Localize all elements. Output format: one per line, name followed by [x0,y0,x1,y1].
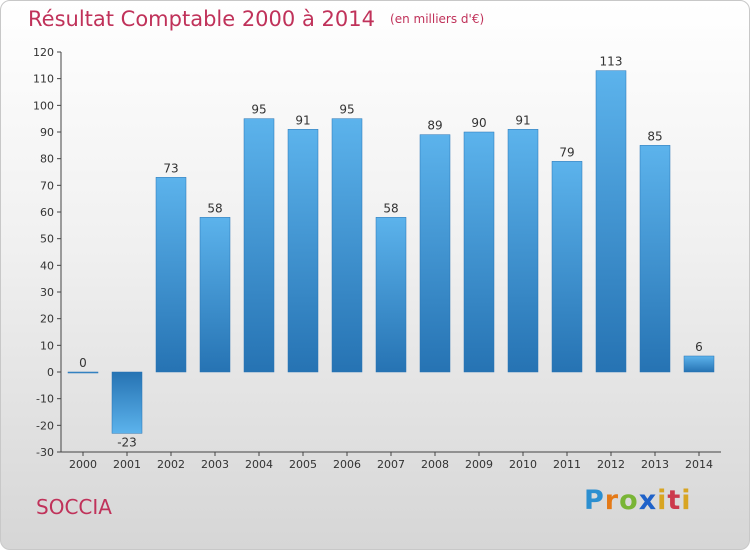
bar [155,177,187,373]
bar [331,118,363,373]
x-tick-label: 2006 [333,458,361,471]
bar [287,129,319,373]
x-tick-label: 2000 [69,458,97,471]
bar [683,355,715,373]
bar [639,145,671,373]
bar [67,371,99,374]
y-tick-label: 30 [40,286,54,299]
x-tick-label: 2003 [201,458,229,471]
y-tick-label: -20 [36,419,54,432]
y-tick-label: -30 [36,446,54,459]
logo-letter: o [619,485,639,516]
bars [67,70,715,434]
x-tick-label: 2002 [157,458,185,471]
value-label: 113 [600,55,623,69]
value-label: -23 [117,435,137,449]
y-tick-label: 100 [33,99,54,112]
y-tick-label: 80 [40,153,54,166]
bar [243,118,275,373]
y-tick-label: 50 [40,233,54,246]
value-label: 0 [79,356,87,370]
value-label: 6 [695,340,703,354]
chart-title-block: Résultat Comptable 2000 à 2014 (en milli… [28,7,484,31]
logo-letter: x [638,485,658,516]
y-tick-label: 70 [40,179,54,192]
value-label: 85 [647,129,662,143]
logo-letter: r [604,485,620,516]
x-tick-label: 2010 [509,458,537,471]
value-label: 91 [295,113,310,127]
unit-note: (en milliers d'€) [390,12,485,26]
value-label: 73 [163,161,178,175]
x-tick-label: 2007 [377,458,405,471]
logo-letter: t [667,485,682,516]
y-tick-label: 90 [40,126,54,139]
logo-letter: P [584,485,605,516]
value-labels: 0 -23 73 58 95 91 95 58 89 90 91 79 113 85 6 [79,55,703,450]
value-label: 91 [515,113,530,127]
y-tick-label: 10 [40,339,54,352]
y-tick-label: 60 [40,206,54,219]
value-label: 79 [559,145,574,159]
y-tick-label: 0 [47,366,54,379]
bar [199,217,231,373]
x-tick-label: 2004 [245,458,273,471]
x-tick-label: 2012 [597,458,625,471]
value-label: 58 [207,201,222,215]
x-tick-label: 2005 [289,458,317,471]
y-tick-label: 40 [40,259,54,272]
x-tick-label: 2014 [685,458,713,471]
bar [375,217,407,373]
bar [551,161,583,373]
x-tick-label: 2009 [465,458,493,471]
bar [419,134,451,373]
x-tick-label: 2008 [421,458,449,471]
value-label: 95 [251,103,266,117]
x-tick-label: 2013 [641,458,669,471]
bar [595,70,627,373]
y-tick-label: 120 [33,46,54,59]
logo-letter: i [657,485,668,516]
x-tick-label: 2001 [113,458,141,471]
proxiti-logo: Proxiti [584,485,692,516]
chart-title: Résultat Comptable 2000 à 2014 [28,7,375,31]
value-label: 58 [383,201,398,215]
y-tick-label: -10 [36,393,54,406]
x-tick-label: 2011 [553,458,581,471]
bar [507,129,539,373]
y-tick-label: 20 [40,313,54,326]
axes: 1201101009080706050403020100-10-20-30200… [33,46,721,471]
value-label: 95 [339,103,354,117]
value-label: 89 [427,119,442,133]
place-name: SOCCIA [36,495,112,519]
logo-letter: i [681,485,692,516]
y-tick-label: 110 [33,73,54,86]
bar [463,131,495,373]
value-label: 90 [471,116,486,130]
bar [111,371,143,434]
